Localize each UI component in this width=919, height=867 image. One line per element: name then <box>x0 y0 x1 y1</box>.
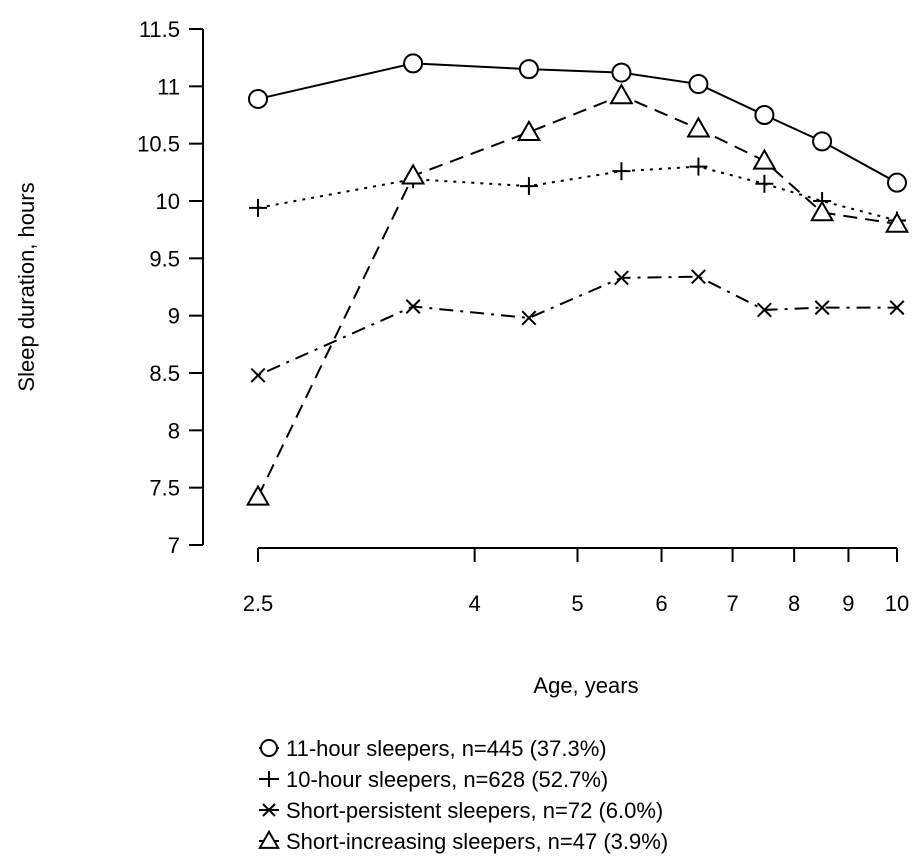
data-point-plus <box>755 174 774 193</box>
legend-marker-triangle <box>258 829 280 849</box>
y-tick-label: 8 <box>168 418 180 443</box>
x-tick-label: 2.5 <box>243 591 274 616</box>
data-point-triangle <box>609 83 634 105</box>
y-axis-label: Sleep duration, hours <box>14 182 39 391</box>
data-point-triangle <box>686 116 711 138</box>
legend-item: 11-hour sleepers, n=445 (37.3%) <box>259 736 607 761</box>
x-tick-label: 6 <box>655 591 667 616</box>
x-tick-label: 4 <box>469 591 481 616</box>
legend: 11-hour sleepers, n=445 (37.3%) 10-hour s… <box>258 736 668 854</box>
series-3 <box>250 269 905 383</box>
legend-marker-circle <box>260 739 278 757</box>
legend-label: Short-increasing sleepers, n=47 (3.9%) <box>286 829 668 854</box>
x-tick-label: 7 <box>726 591 738 616</box>
data-point-cross <box>690 269 706 285</box>
x-tick-label: 5 <box>571 591 583 616</box>
data-point-cross <box>405 299 421 314</box>
plot-area <box>245 53 910 506</box>
series-line <box>257 94 898 498</box>
data-point-cross <box>613 270 629 286</box>
legend-label: 11-hour sleepers, n=445 (37.3%) <box>286 736 607 761</box>
y-tick-label: 11.5 <box>139 17 180 42</box>
series-line <box>257 275 897 377</box>
data-point-triangle <box>516 119 542 141</box>
data-point-circle <box>611 62 632 83</box>
legend-label: Short-persistent sleepers, n=72 (6.0%) <box>286 798 663 823</box>
data-point-circle <box>754 105 775 125</box>
y-axis: 7 7.5 8 8.5 9 9.5 10 10.5 11 11.5 <box>137 17 204 558</box>
legend-item: 10-hour sleepers, n=628 (52.7%) <box>259 767 608 792</box>
data-point-plus <box>612 162 631 181</box>
data-point-circle <box>518 59 539 80</box>
y-tick-label: 10 <box>156 189 180 214</box>
x-tick-label: 9 <box>842 591 854 616</box>
data-point-plus <box>689 157 708 176</box>
series-1 <box>248 53 907 193</box>
y-tick-label: 9.5 <box>149 246 180 271</box>
data-point-plus <box>249 198 267 217</box>
data-point-cross <box>814 300 830 316</box>
legend-marker-cross <box>262 803 276 817</box>
data-point-triangle <box>810 200 835 222</box>
data-point-cross <box>756 302 772 318</box>
data-point-circle <box>887 172 907 193</box>
y-tick-label: 7.5 <box>149 476 180 501</box>
data-point-triangle <box>752 148 777 170</box>
y-tick-label: 9 <box>168 304 180 329</box>
x-tick-label: 8 <box>788 591 800 616</box>
y-tick-label: 8.5 <box>149 361 180 386</box>
y-tick-label: 10.5 <box>137 132 180 157</box>
data-point-circle <box>403 53 424 74</box>
data-point-triangle <box>245 484 271 506</box>
legend-label: 10-hour sleepers, n=628 (52.7%) <box>286 767 608 792</box>
data-point-circle <box>812 131 833 152</box>
data-point-cross <box>889 300 905 316</box>
data-point-cross <box>521 310 537 326</box>
legend-item: Short-increasing sleepers, n=47 (3.9%) <box>258 829 668 854</box>
data-point-triangle <box>401 163 426 185</box>
x-axis-label: Age, years <box>533 673 638 698</box>
data-point-cross <box>250 367 266 383</box>
x-tick-label: 10 <box>885 591 909 616</box>
data-point-triangle <box>884 211 910 233</box>
x-axis: 2.5 4 5 6 7 8 9 10 <box>243 547 909 616</box>
series-line <box>257 62 898 184</box>
y-tick-label: 11 <box>157 74 180 99</box>
legend-item: Short-persistent sleepers, n=72 (6.0%) <box>259 798 663 823</box>
data-point-plus <box>519 177 538 196</box>
y-tick-label: 7 <box>168 533 180 558</box>
legend-marker-plus <box>261 771 277 787</box>
series-2 <box>249 157 906 230</box>
data-point-circle <box>248 88 268 109</box>
data-point-circle <box>688 74 709 95</box>
series-line <box>257 165 898 222</box>
series-4 <box>245 83 910 506</box>
